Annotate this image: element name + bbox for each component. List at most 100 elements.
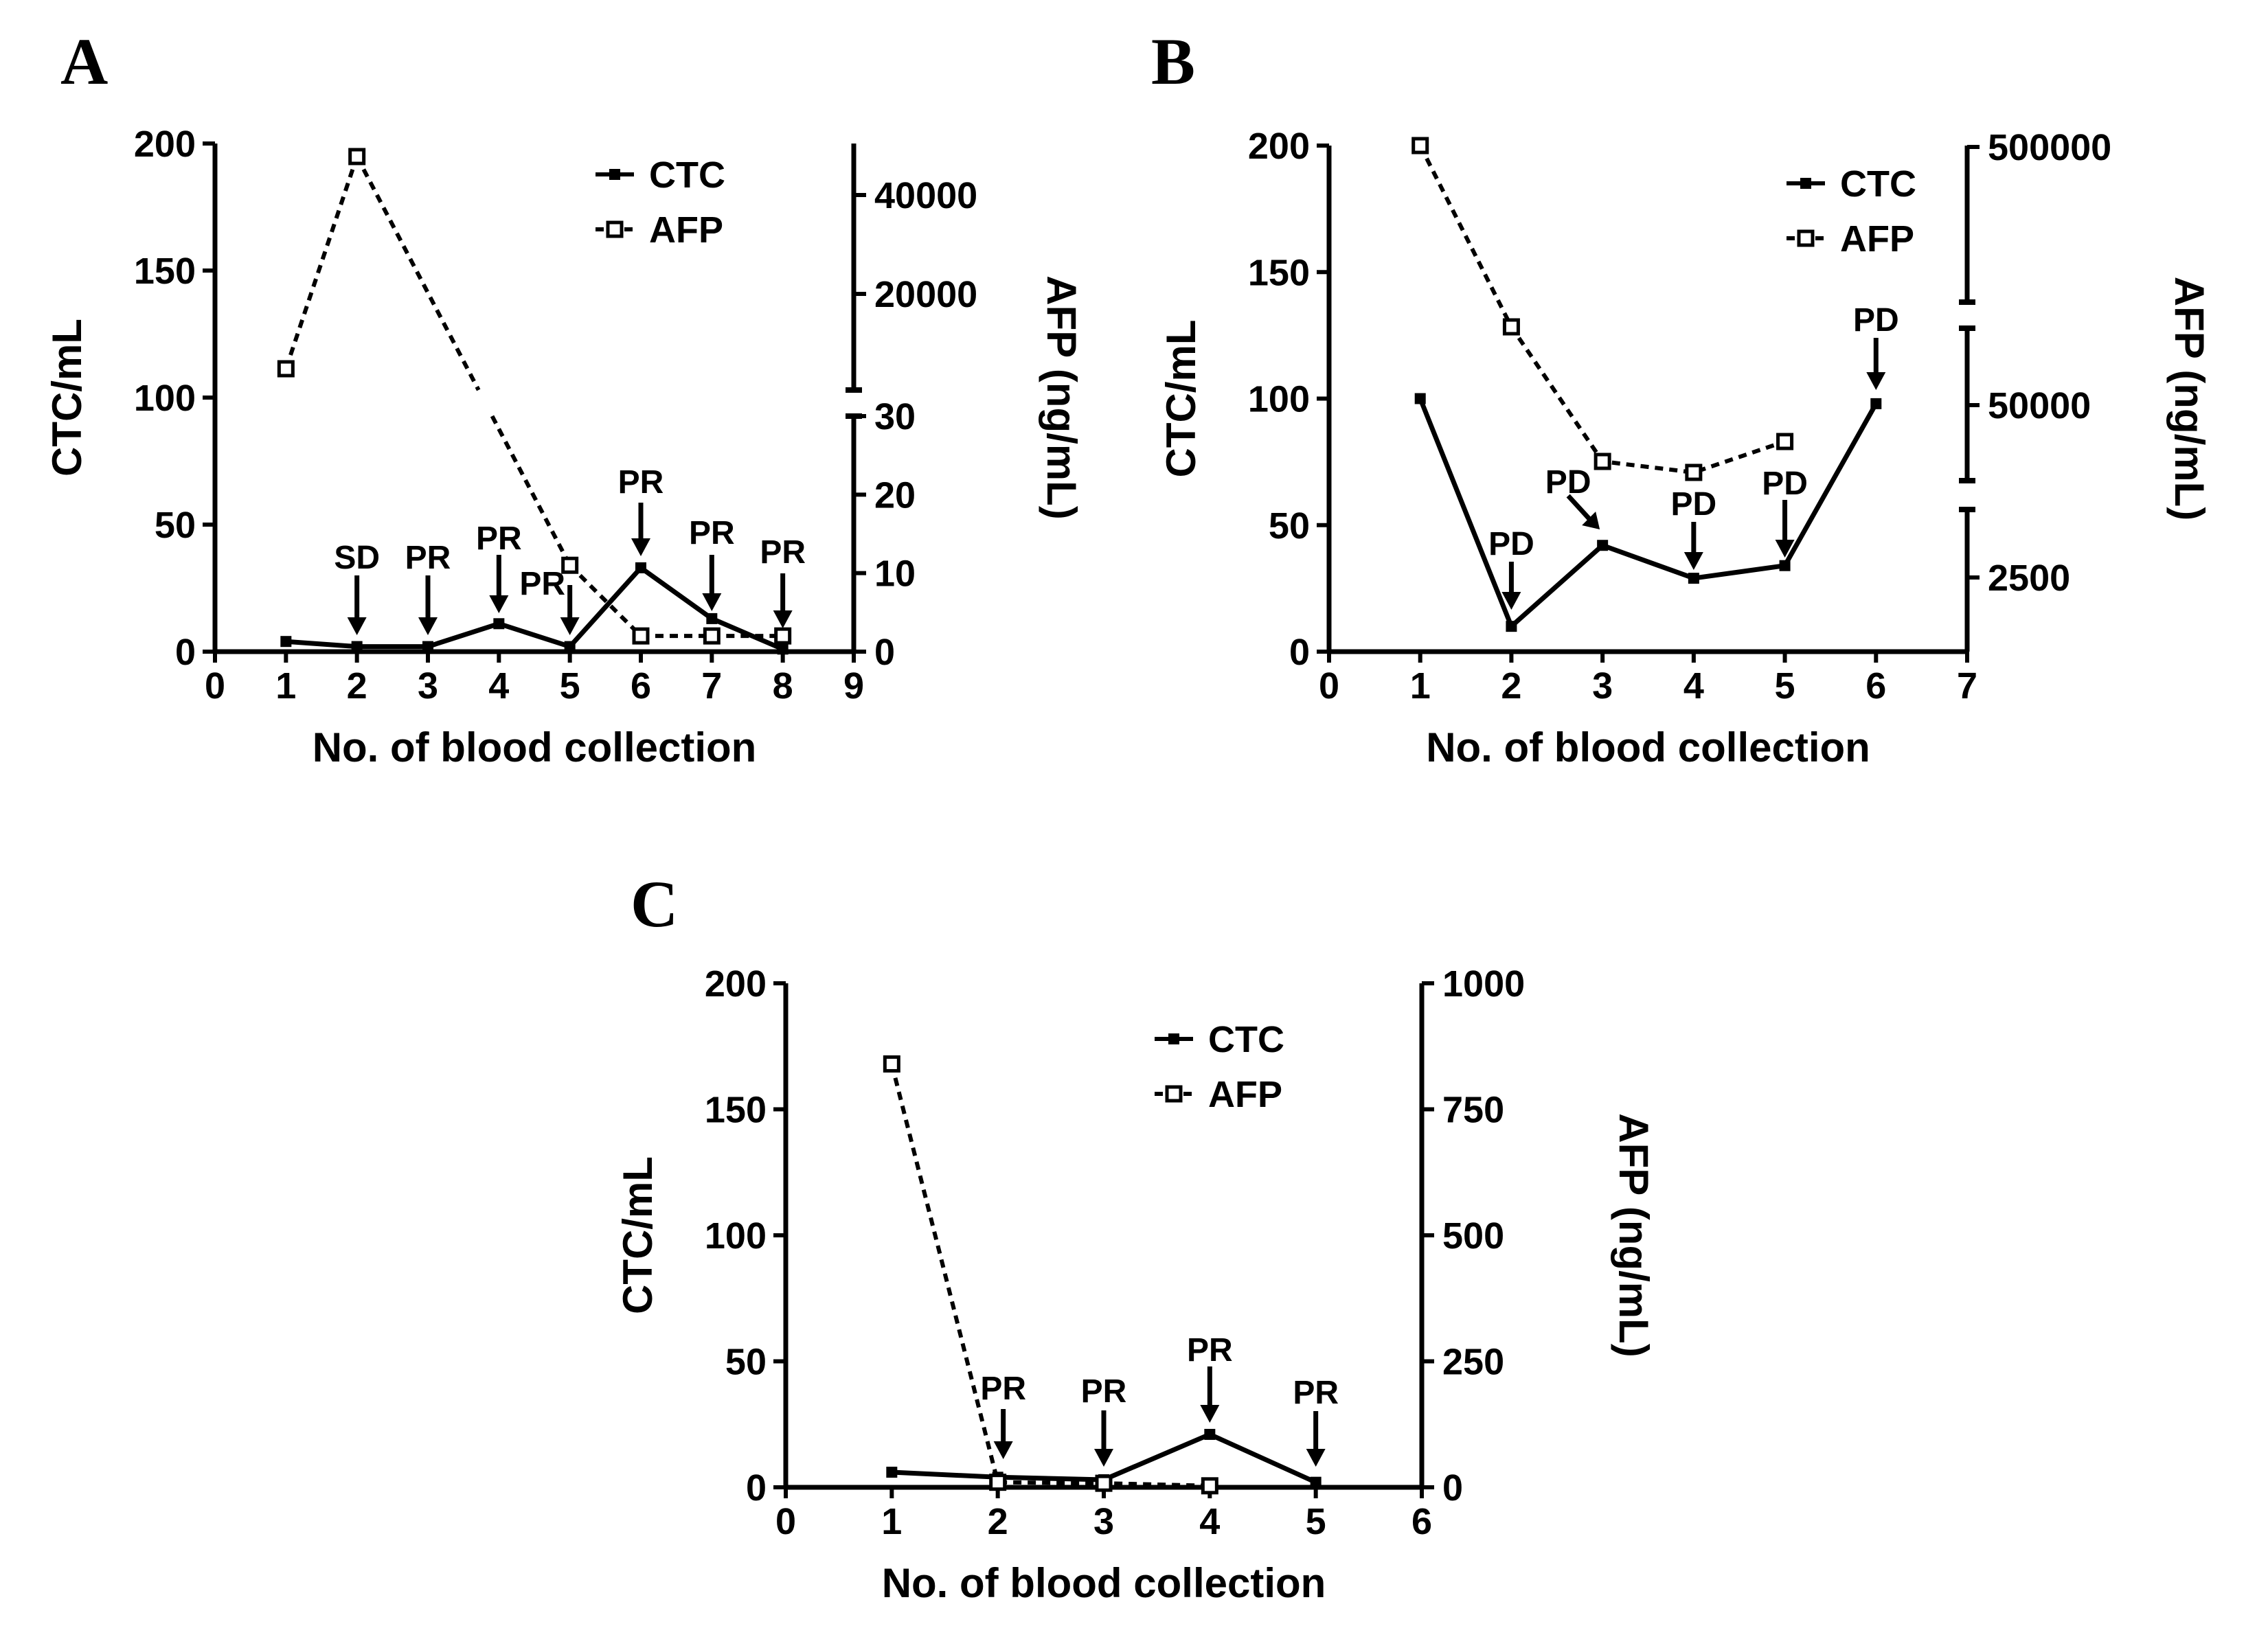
- data-point-afp: [774, 627, 792, 645]
- y2-tick-label: 750: [1442, 1090, 1504, 1131]
- y2-tick-label: 2500: [1988, 558, 2070, 599]
- data-point-afp: [703, 627, 721, 645]
- legend: CTC AFP: [1787, 163, 1916, 260]
- annotation-label: PD: [1671, 486, 1717, 523]
- series-line-afp: [355, 155, 481, 391]
- y2-tick-label: 20000: [874, 274, 977, 315]
- y-tick-label: 150: [705, 1090, 767, 1131]
- annotation: PR: [618, 464, 664, 556]
- y2-axis-break: [846, 387, 862, 393]
- x-axis-title: No. of blood collection: [1426, 724, 1870, 770]
- annotation-arrow: [1683, 522, 1703, 570]
- legend-label: AFP: [1208, 1074, 1282, 1115]
- y-tick-label: 150: [134, 251, 196, 292]
- annotation-arrow-head: [347, 617, 367, 635]
- y-axis-title: CTC/mL: [44, 319, 90, 477]
- annotation-arrow-head: [560, 617, 580, 635]
- data-point-ctc: [1204, 1428, 1216, 1440]
- annotation-arrow-shaft: [1566, 494, 1592, 522]
- data-point-afp: [561, 556, 579, 574]
- annotation: PR: [689, 515, 735, 611]
- x-tick-label: 6: [1411, 1501, 1432, 1542]
- annotation-arrow-head: [418, 617, 438, 635]
- y-tick-label: 100: [134, 378, 196, 419]
- y-tick-label: 50: [155, 505, 196, 546]
- data-point-ctc: [635, 562, 646, 573]
- annotation: PD: [1488, 526, 1534, 610]
- y-tick-label: 50: [1269, 505, 1310, 547]
- data-point-afp: [1411, 137, 1429, 154]
- data-point-afp: [883, 1055, 900, 1073]
- y2-axis-title: AFP (ng/mL): [1039, 275, 1085, 520]
- y2-axis-break: [1959, 299, 1975, 305]
- y-tick-label: 50: [725, 1342, 767, 1383]
- data-point-ctc: [1870, 398, 1882, 409]
- x-tick-label: 6: [1866, 665, 1886, 707]
- y2-tick-label: 500000: [1988, 127, 2111, 168]
- x-tick-label: 6: [631, 665, 651, 707]
- y2-axis-title: AFP (ng/mL): [1611, 1113, 1657, 1358]
- annotation-arrow: [1566, 494, 1600, 529]
- data-point-afp: [1685, 463, 1703, 481]
- data-point-ctc: [422, 641, 433, 652]
- legend-entry: CTC: [596, 154, 725, 196]
- x-tick-label: 5: [1775, 665, 1795, 707]
- data-point-ctc: [1506, 621, 1517, 632]
- y2-tick-label: 250: [1442, 1342, 1504, 1383]
- legend: CTC AFP: [1155, 1019, 1284, 1115]
- annotation: PD: [1545, 464, 1600, 529]
- annotation: PR: [1187, 1332, 1233, 1423]
- y2-axis-break: [1959, 478, 1975, 483]
- annotation: PR: [760, 534, 806, 628]
- annotation-arrow-head: [489, 595, 509, 613]
- legend-entry: CTC: [1787, 163, 1916, 205]
- annotation-label: PD: [1488, 526, 1534, 562]
- annotation-label: PR: [760, 534, 806, 571]
- y-tick-label: 100: [705, 1215, 767, 1257]
- annotation-arrow: [1501, 562, 1521, 610]
- annotation-arrow-head: [631, 538, 650, 556]
- x-tick-label: 3: [418, 665, 438, 707]
- legend-entry: CTC: [1155, 1019, 1284, 1060]
- y2-axis-title: AFP (ng/mL): [2166, 277, 2212, 521]
- annotation-arrow-head: [1501, 592, 1521, 610]
- y-tick-label: 0: [1289, 632, 1310, 673]
- annotation: PR: [519, 566, 580, 635]
- data-point-afp: [348, 148, 366, 165]
- annotation-arrow-head: [1775, 540, 1795, 558]
- y2-tick-label: 50000: [1988, 385, 2091, 426]
- series-line-ctc: [286, 564, 784, 652]
- annotation: SD: [334, 540, 380, 635]
- y2-tick-label: 30: [874, 396, 916, 437]
- annotation-label: PR: [519, 566, 565, 602]
- legend-swatch-marker: [1797, 229, 1815, 247]
- annotation: PR: [980, 1371, 1026, 1459]
- legend-swatch-marker: [1165, 1085, 1183, 1103]
- annotation-arrow: [560, 585, 580, 635]
- annotation-arrow: [1775, 500, 1795, 558]
- y-tick-label: 0: [746, 1467, 767, 1509]
- data-point-afp: [1095, 1474, 1113, 1492]
- data-point-afp: [632, 627, 650, 645]
- annotation-label: PR: [1187, 1332, 1233, 1369]
- legend-swatch-marker: [1800, 178, 1811, 189]
- y2-tick-label: 500: [1442, 1215, 1504, 1257]
- data-point-afp: [277, 360, 295, 378]
- data-point-afp: [1776, 433, 1794, 450]
- y-tick-label: 0: [175, 632, 196, 673]
- annotation-arrow-head: [773, 610, 793, 628]
- annotation-arrow-head: [1094, 1449, 1113, 1467]
- x-tick-label: 5: [1306, 1501, 1326, 1542]
- legend-label: CTC: [649, 154, 725, 196]
- x-tick-label: 0: [1319, 665, 1339, 707]
- annotation-label: SD: [334, 540, 380, 576]
- series-line-afp: [568, 564, 643, 638]
- series-ctc: [280, 562, 789, 655]
- y2-tick-label: 0: [1442, 1467, 1463, 1509]
- x-tick-label: 7: [1957, 665, 1977, 707]
- annotation: PD: [1853, 302, 1899, 390]
- legend-label: CTC: [1208, 1019, 1284, 1060]
- x-tick-label: 0: [775, 1501, 796, 1542]
- annotation-label: PR: [618, 464, 664, 501]
